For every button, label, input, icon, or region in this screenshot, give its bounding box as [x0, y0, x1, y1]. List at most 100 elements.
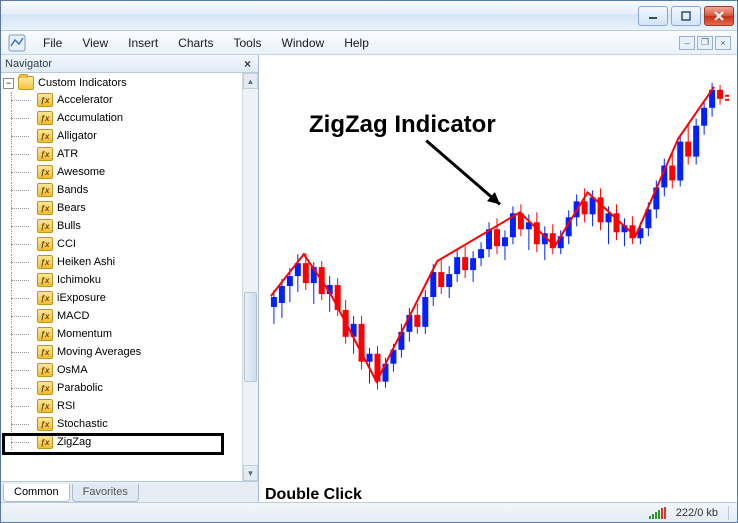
tree-item-alligator[interactable]: Alligator — [1, 127, 242, 145]
statusbar: 222/0 kb — [1, 502, 737, 522]
tree-item-macd[interactable]: MACD — [1, 307, 242, 325]
tree-item-label: OsMA — [57, 364, 88, 376]
menu-view[interactable]: View — [72, 33, 118, 53]
maximize-icon — [681, 11, 691, 21]
indicator-icon — [37, 165, 53, 179]
folder-icon — [18, 76, 34, 90]
tree-item-iexposure[interactable]: iExposure — [1, 289, 242, 307]
tree-line-icon — [5, 380, 37, 396]
navigator-scrollbar[interactable]: ▲ ▼ — [242, 73, 258, 481]
tree-collapse-icon[interactable]: − — [3, 78, 14, 89]
tree-item-awesome[interactable]: Awesome — [1, 163, 242, 181]
tree-item-label: Accumulation — [57, 112, 123, 124]
tree-item-accumulation[interactable]: Accumulation — [1, 109, 242, 127]
tree-item-atr[interactable]: ATR — [1, 145, 242, 163]
menu-file[interactable]: File — [33, 33, 72, 53]
content-area: Navigator × − Custom Indicators Accelera… — [1, 55, 737, 502]
chart-area[interactable]: ZigZag Indicator Double Click — [259, 55, 737, 502]
window-minimize-button[interactable] — [638, 6, 668, 26]
tree-root-custom-indicators[interactable]: − Custom Indicators — [1, 75, 242, 91]
indicator-icon — [37, 309, 53, 323]
tree-item-ichimoku[interactable]: Ichimoku — [1, 271, 242, 289]
tree-item-label: Momentum — [57, 328, 112, 340]
indicator-icon — [37, 435, 53, 449]
tree-item-label: Bears — [57, 202, 86, 214]
tree-line-icon — [5, 182, 37, 198]
tree-line-icon — [5, 200, 37, 216]
indicator-icon — [37, 93, 53, 107]
indicator-icon — [37, 237, 53, 251]
tree-line-icon — [5, 416, 37, 432]
tree-item-label: Ichimoku — [57, 274, 101, 286]
tree-item-osma[interactable]: OsMA — [1, 361, 242, 379]
menu-tools[interactable]: Tools — [224, 33, 272, 53]
indicator-icon — [37, 291, 53, 305]
tree-item-label: iExposure — [57, 292, 106, 304]
tree-line-icon — [5, 398, 37, 414]
tree-item-label: Bands — [57, 184, 88, 196]
close-icon — [714, 11, 724, 21]
tree-item-label: Accelerator — [57, 94, 113, 106]
tree-item-heiken-ashi[interactable]: Heiken Ashi — [1, 253, 242, 271]
tree-line-icon — [5, 326, 37, 342]
tree-line-icon — [5, 308, 37, 324]
tree-item-accelerator[interactable]: Accelerator — [1, 91, 242, 109]
tab-common[interactable]: Common — [3, 484, 70, 502]
tree-item-label: Awesome — [57, 166, 105, 178]
app-icon — [7, 33, 27, 53]
scrollbar-track[interactable] — [243, 89, 258, 465]
mdi-close-button[interactable]: × — [715, 36, 731, 50]
navigator-title: Navigator — [5, 58, 52, 70]
mdi-restore-button[interactable]: ❐ — [697, 36, 713, 50]
indicator-icon — [37, 183, 53, 197]
tree-item-cci[interactable]: CCI — [1, 235, 242, 253]
menubar: FileViewInsertChartsToolsWindowHelp – ❐ … — [1, 31, 737, 55]
indicator-icon — [37, 129, 53, 143]
navigator-close-button[interactable]: × — [241, 57, 254, 71]
window-maximize-button[interactable] — [671, 6, 701, 26]
indicator-icon — [37, 363, 53, 377]
navigator-tree[interactable]: − Custom Indicators Accelerator Accumulat… — [1, 73, 242, 481]
indicator-icon — [37, 417, 53, 431]
tree-item-rsi[interactable]: RSI — [1, 397, 242, 415]
scroll-up-button[interactable]: ▲ — [243, 73, 258, 89]
tree-item-label: Moving Averages — [57, 346, 141, 358]
tree-item-zigzag[interactable]: ZigZag — [1, 433, 242, 451]
scrollbar-thumb[interactable] — [244, 292, 257, 382]
tree-item-parabolic[interactable]: Parabolic — [1, 379, 242, 397]
indicator-icon — [37, 381, 53, 395]
indicator-icon — [37, 219, 53, 233]
menu-insert[interactable]: Insert — [118, 33, 168, 53]
navigator-tabs: Common Favorites — [1, 481, 258, 502]
tree-line-icon — [5, 164, 37, 180]
menu-help[interactable]: Help — [334, 33, 379, 53]
tree-line-icon — [5, 362, 37, 378]
menu-charts[interactable]: Charts — [168, 33, 223, 53]
tree-item-moving-averages[interactable]: Moving Averages — [1, 343, 242, 361]
titlebar — [1, 1, 737, 31]
tree-item-stochastic[interactable]: Stochastic — [1, 415, 242, 433]
mdi-controls: – ❐ × — [679, 36, 731, 50]
scroll-down-button[interactable]: ▼ — [243, 465, 258, 481]
indicator-icon — [37, 111, 53, 125]
tree-item-momentum[interactable]: Momentum — [1, 325, 242, 343]
app-window: FileViewInsertChartsToolsWindowHelp – ❐ … — [0, 0, 738, 523]
window-close-button[interactable] — [704, 6, 734, 26]
tree-item-label: RSI — [57, 400, 75, 412]
tree-item-bears[interactable]: Bears — [1, 199, 242, 217]
tree-item-label: Heiken Ashi — [57, 256, 115, 268]
tree-line-icon — [5, 146, 37, 162]
tree-item-bands[interactable]: Bands — [1, 181, 242, 199]
tree-item-label: Alligator — [57, 130, 97, 142]
status-separator — [728, 506, 729, 520]
tree-item-label: Stochastic — [57, 418, 108, 430]
tree-item-label: CCI — [57, 238, 76, 250]
tab-favorites[interactable]: Favorites — [72, 484, 139, 502]
navigator-tree-wrapper: − Custom Indicators Accelerator Accumulat… — [1, 73, 258, 481]
tree-root-label: Custom Indicators — [38, 77, 127, 89]
menu-window[interactable]: Window — [272, 33, 335, 53]
tree-line-icon — [5, 218, 37, 234]
status-kb-text: 222/0 kb — [676, 507, 718, 519]
mdi-minimize-button[interactable]: – — [679, 36, 695, 50]
tree-item-bulls[interactable]: Bulls — [1, 217, 242, 235]
